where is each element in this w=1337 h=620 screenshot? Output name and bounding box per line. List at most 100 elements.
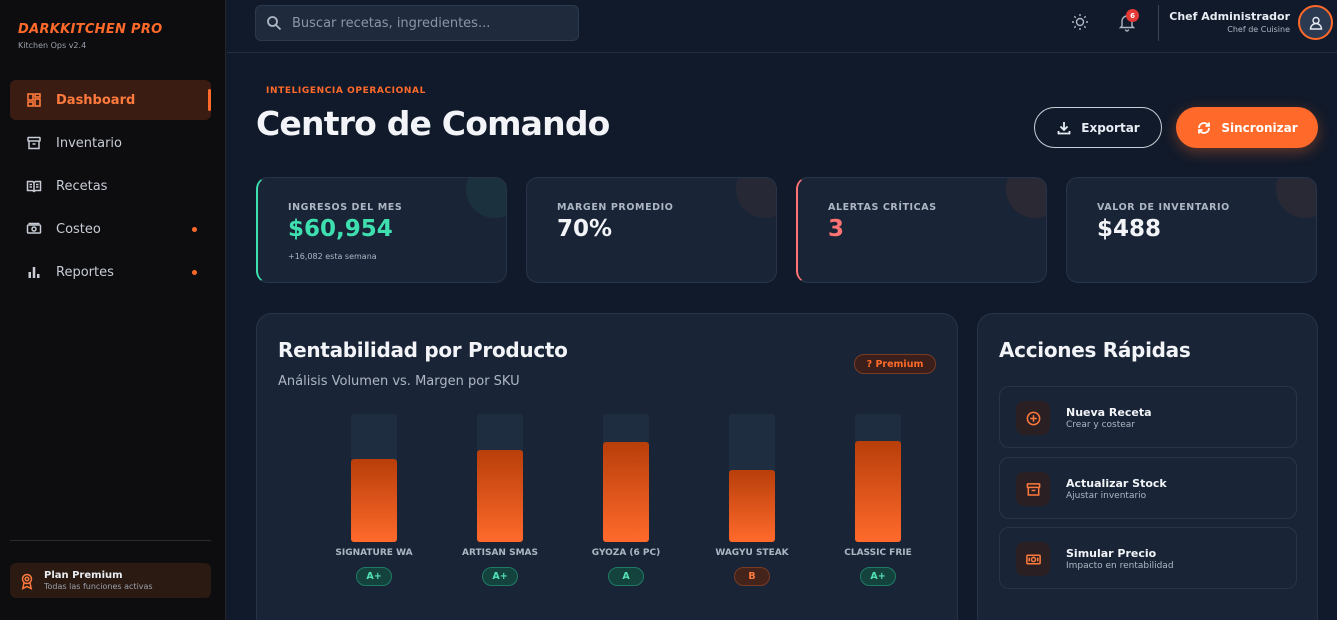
search-icon — [267, 16, 282, 31]
sidebar-item-label: Recetas — [56, 178, 108, 194]
plan-title: Plan Premium — [44, 570, 123, 581]
brand-logo: DARKKITCHEN PRO — [18, 22, 163, 37]
bar-label: WAGYU STEAK — [715, 548, 789, 558]
kpi-label: INGRESOS DEL MES — [288, 202, 403, 213]
bar[interactable] — [855, 441, 901, 542]
bar-label: GYOZA (6 PC) — [591, 548, 661, 558]
kpi-value: 3 — [828, 216, 845, 242]
sidebar-item-label: Inventario — [56, 135, 122, 151]
user-role: Chef de Cuisine — [1227, 25, 1290, 34]
export-label: Exportar — [1081, 120, 1140, 135]
notification-dot — [192, 227, 197, 232]
book-icon — [26, 178, 42, 194]
page-title: Centro de Comando — [256, 104, 610, 143]
kpi-card-margen: MARGEN PROMEDIO 70% — [526, 177, 777, 283]
sync-button[interactable]: Sincronizar — [1176, 107, 1318, 148]
bar[interactable] — [603, 442, 649, 542]
sidebar-item-costeo[interactable]: Costeo — [10, 209, 211, 249]
search-box — [255, 5, 579, 41]
action-actualizar-stock[interactable]: Actualizar Stock Ajustar inventario — [999, 457, 1297, 519]
avatar[interactable] — [1298, 5, 1333, 40]
panel-title: Acciones Rápidas — [999, 338, 1191, 362]
topbar-divider — [1158, 5, 1159, 41]
action-nueva-receta[interactable]: Nueva Receta Crear y costear — [999, 386, 1297, 448]
action-subtitle: Ajustar inventario — [1066, 491, 1147, 501]
kpi-value: $60,954 — [288, 216, 393, 242]
sidebar-item-label: Dashboard — [56, 92, 136, 108]
user-name: Chef Administrador — [1169, 10, 1290, 23]
quick-actions-panel: Acciones Rápidas Nueva Receta Crear y co… — [977, 313, 1318, 620]
bar-track — [477, 414, 523, 542]
bar[interactable] — [729, 470, 775, 542]
card-decoration — [1276, 178, 1316, 218]
money-icon — [26, 221, 42, 237]
award-icon — [18, 572, 36, 590]
bar-track — [855, 414, 901, 542]
action-title: Simular Precio — [1066, 547, 1157, 560]
sidebar-item-inventario[interactable]: Inventario — [10, 123, 211, 163]
brand-version: Kitchen Ops v2.4 — [18, 41, 87, 50]
action-subtitle: Impacto en rentabilidad — [1066, 561, 1174, 571]
refresh-icon — [1198, 121, 1211, 134]
kpi-card-alertas: ALERTAS CRÍTICAS 3 — [796, 177, 1047, 283]
bar-track — [351, 414, 397, 542]
kpi-label: MARGEN PROMEDIO — [557, 202, 674, 213]
grade-badge: B — [734, 567, 770, 586]
archive-icon — [26, 135, 42, 151]
kpi-value: $488 — [1097, 216, 1162, 242]
sidebar-item-label: Costeo — [56, 221, 101, 237]
page-eyebrow: INTELIGENCIA OPERACIONAL — [266, 86, 426, 96]
user-icon — [1309, 16, 1322, 30]
card-decoration — [466, 178, 506, 218]
plan-subtitle: Todas las funciones activas — [44, 582, 153, 591]
archive-icon — [1016, 472, 1050, 506]
notification-badge: 6 — [1126, 9, 1139, 22]
action-subtitle: Crear y costear — [1066, 420, 1136, 430]
sidebar-item-dashboard[interactable]: Dashboard — [10, 80, 211, 120]
kpi-card-ingresos: INGRESOS DEL MES $60,954 +16,082 esta se… — [256, 177, 507, 283]
action-simular-precio[interactable]: Simular Precio Impacto en rentabilidad — [999, 527, 1297, 589]
panel-subtitle: Análisis Volumen vs. Margen por SKU — [278, 374, 520, 389]
kpi-label: ALERTAS CRÍTICAS — [828, 202, 937, 213]
kpi-card-inventario: VALOR DE INVENTARIO $488 — [1066, 177, 1317, 283]
theme-toggle-sun-icon[interactable] — [1070, 12, 1090, 32]
sidebar-item-label: Reportes — [56, 264, 114, 280]
kpi-subtext: +16,082 esta semana — [288, 252, 377, 261]
plus-circle-icon — [1016, 401, 1050, 435]
grade-badge: A+ — [356, 567, 392, 586]
grade-badge: A — [608, 567, 644, 586]
sidebar-item-recetas[interactable]: Recetas — [10, 166, 211, 206]
card-decoration — [736, 178, 776, 218]
profitability-panel: Rentabilidad por Producto Análisis Volum… — [256, 313, 958, 620]
bar-label: SIGNATURE WA — [335, 548, 413, 558]
dashboard-icon — [26, 92, 42, 108]
premium-badge[interactable]: ? Premium — [854, 354, 936, 374]
bar[interactable] — [477, 450, 523, 542]
sidebar-divider — [10, 540, 211, 541]
action-title: Nueva Receta — [1066, 406, 1152, 419]
search-input[interactable] — [292, 15, 562, 31]
export-button[interactable]: Exportar — [1034, 107, 1162, 148]
bar-chart-icon — [26, 264, 42, 280]
action-title: Actualizar Stock — [1066, 477, 1167, 490]
topbar: 6 Chef Administrador Chef de Cuisine — [227, 0, 1337, 53]
download-icon — [1057, 121, 1071, 134]
notification-bell-icon[interactable]: 6 — [1117, 9, 1139, 32]
bar-track — [603, 414, 649, 542]
kpi-label: VALOR DE INVENTARIO — [1097, 202, 1230, 213]
notification-dot — [192, 270, 197, 275]
sidebar-item-reportes[interactable]: Reportes — [10, 252, 211, 292]
card-decoration — [1006, 178, 1046, 218]
bar-label: CLASSIC FRIE — [844, 548, 912, 558]
grade-badge: A+ — [482, 567, 518, 586]
bar[interactable] — [351, 459, 397, 542]
sync-label: Sincronizar — [1221, 120, 1298, 135]
plan-premium-card[interactable]: Plan Premium Todas las funciones activas — [10, 563, 211, 598]
money-icon — [1016, 542, 1050, 576]
bar-track — [729, 414, 775, 542]
panel-title: Rentabilidad por Producto — [278, 338, 568, 362]
kpi-value: 70% — [557, 216, 613, 242]
bar-label: ARTISAN SMAS — [462, 548, 538, 558]
grade-badge: A+ — [860, 567, 896, 586]
sidebar-nav: Dashboard Inventario Recetas Costeo R — [10, 80, 211, 295]
